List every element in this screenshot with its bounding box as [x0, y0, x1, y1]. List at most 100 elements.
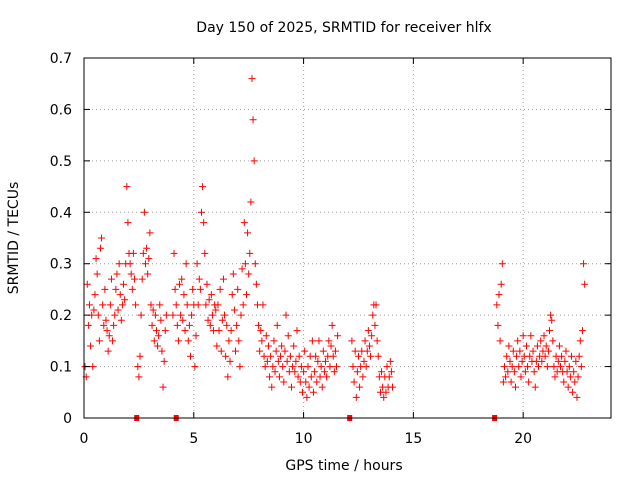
data-point: [120, 280, 128, 288]
data-point: [240, 219, 248, 227]
data-point: [378, 368, 386, 376]
data-point: [226, 357, 234, 365]
data-point: [550, 363, 558, 371]
data-point: [389, 383, 397, 391]
data-point: [195, 275, 203, 283]
data-point: [237, 311, 245, 319]
y-tick-label: 0.2: [50, 308, 72, 324]
data-point: [510, 368, 518, 376]
data-point: [158, 347, 166, 355]
x-tick-label: 10: [295, 431, 313, 447]
data-point: [266, 373, 274, 381]
data-point: [115, 260, 123, 268]
data-point: [555, 342, 563, 350]
data-point: [374, 352, 382, 360]
data-point: [246, 249, 254, 257]
data-point: [217, 347, 225, 355]
data-point: [575, 352, 583, 360]
data-point: [160, 357, 168, 365]
data-point: [173, 321, 181, 329]
data-point: [148, 321, 156, 329]
data-point: [219, 275, 227, 283]
plot-frame: [83, 57, 612, 419]
data-point: [269, 363, 277, 371]
data-point: [180, 291, 188, 299]
data-point: [508, 363, 516, 371]
data-point: [311, 368, 319, 376]
data-point: [331, 347, 339, 355]
data-point: [199, 183, 207, 191]
data-point: [571, 378, 579, 386]
data-point: [236, 363, 244, 371]
data-point: [284, 332, 292, 340]
y-tick-label: 0.3: [50, 257, 72, 273]
data-point: [178, 275, 186, 283]
x-tick-label: 20: [514, 431, 532, 447]
data-point: [113, 270, 121, 278]
data-point: [170, 249, 178, 257]
data-point: [519, 332, 527, 340]
data-point: [351, 347, 359, 355]
data-point: [380, 393, 388, 401]
data-point: [572, 357, 580, 365]
data-point: [535, 363, 543, 371]
data-point: [546, 327, 554, 335]
data-point: [156, 301, 164, 309]
data-point: [295, 352, 303, 360]
data-point: [263, 357, 271, 365]
data-point: [544, 347, 552, 355]
data-point: [283, 357, 291, 365]
data-point: [176, 280, 184, 288]
data-point: [239, 301, 247, 309]
data-point: [252, 280, 260, 288]
data-point: [372, 301, 380, 309]
data-point: [495, 291, 503, 299]
x-tick-label: 5: [189, 431, 198, 447]
data-point: [99, 301, 107, 309]
data-point: [493, 301, 501, 309]
data-point: [221, 311, 229, 319]
data-point: [193, 260, 201, 268]
x-tick-label: 15: [404, 431, 422, 447]
data-point: [93, 270, 101, 278]
data-point: [318, 383, 326, 391]
data-point: [304, 363, 312, 371]
data-point: [105, 332, 113, 340]
data-point: [581, 280, 589, 288]
data-point: [307, 373, 315, 381]
data-point: [330, 368, 338, 376]
data-point: [145, 255, 153, 263]
data-point: [327, 342, 335, 350]
data-point: [84, 321, 92, 329]
data-point: [541, 352, 549, 360]
data-point: [574, 373, 582, 381]
data-point: [121, 296, 129, 304]
x-axis-title: GPS time / hours: [285, 458, 402, 474]
data-point: [356, 383, 364, 391]
data-point: [189, 285, 197, 293]
data-point: [533, 342, 541, 350]
y-tick-label: 0.6: [50, 102, 72, 118]
data-point: [300, 368, 308, 376]
data-point: [322, 357, 330, 365]
data-point: [328, 321, 336, 329]
data-point: [540, 332, 548, 340]
data-point: [200, 219, 208, 227]
data-point: [267, 352, 275, 360]
data-point: [203, 280, 211, 288]
data-point: [514, 337, 522, 345]
data-point: [294, 373, 302, 381]
data-point: [312, 352, 320, 360]
data-point: [197, 208, 205, 216]
data-point: [196, 285, 204, 293]
data-point: [502, 373, 510, 381]
data-point: [140, 208, 148, 216]
data-point: [329, 352, 337, 360]
data-point: [317, 363, 325, 371]
data-point: [171, 285, 179, 293]
data-point: [137, 311, 145, 319]
data-point: [206, 321, 214, 329]
data-point: [301, 347, 309, 355]
data-point: [212, 306, 220, 314]
